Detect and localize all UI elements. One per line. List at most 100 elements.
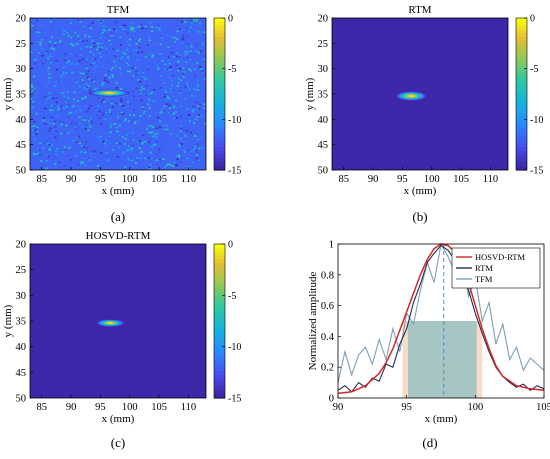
speckle	[111, 67, 114, 69]
speckle	[167, 99, 170, 102]
speckle	[101, 47, 104, 49]
speckle	[55, 59, 58, 62]
speckle	[32, 152, 35, 155]
speckle	[127, 101, 130, 103]
speckle	[80, 58, 83, 60]
speckle	[61, 104, 64, 106]
speckle	[37, 21, 40, 23]
speckle	[57, 34, 60, 37]
speckle	[112, 95, 115, 98]
speckle	[160, 36, 163, 39]
colorbar-segment	[214, 267, 225, 272]
speckle	[56, 114, 59, 117]
speckle	[91, 79, 94, 82]
speckle	[196, 83, 199, 86]
colorbar-frame	[213, 243, 226, 399]
colorbar-segment	[516, 18, 527, 23]
speckle	[175, 106, 178, 109]
speckle	[50, 47, 53, 50]
speckle	[129, 53, 133, 55]
speckle	[136, 120, 140, 123]
speckle	[33, 60, 36, 62]
speckle	[184, 151, 187, 154]
speckle	[156, 132, 159, 135]
colorbar-segment	[516, 143, 527, 148]
speckle	[144, 78, 147, 80]
speckle	[104, 118, 107, 121]
speckle	[48, 96, 51, 99]
speckle	[97, 42, 100, 45]
y-tick-label: 20	[318, 14, 329, 25]
speckle	[111, 75, 115, 78]
speckle	[196, 138, 199, 141]
speckle	[69, 121, 72, 123]
speckle	[148, 141, 151, 143]
colorbar-segment	[214, 347, 225, 353]
speckle	[113, 123, 117, 125]
speckle	[64, 53, 67, 55]
speckle	[100, 123, 103, 125]
speckle	[73, 91, 76, 94]
colorbar-segment	[214, 44, 225, 49]
speckle	[139, 23, 142, 26]
speckle	[180, 29, 184, 32]
speckle	[155, 136, 158, 138]
speckle	[46, 94, 49, 96]
speckle	[70, 111, 73, 114]
speckle	[107, 132, 111, 134]
speckle	[88, 78, 91, 80]
speckle	[143, 110, 146, 113]
speckle	[197, 51, 200, 54]
speckle	[115, 127, 119, 129]
y-tick-label: 45	[318, 140, 329, 151]
speckle	[44, 52, 48, 54]
speckle	[66, 96, 69, 99]
speckle	[131, 77, 134, 80]
speckle	[186, 157, 189, 159]
colorbar-segment	[214, 321, 225, 326]
speckle	[169, 66, 172, 68]
speckle	[195, 18, 198, 20]
colorbar-segment	[214, 247, 225, 253]
speckle	[63, 95, 66, 98]
speckle	[106, 27, 109, 30]
speckle	[105, 34, 108, 37]
speckle	[175, 117, 178, 119]
speckle	[65, 95, 68, 97]
speckle	[145, 85, 148, 87]
speckle	[49, 40, 52, 43]
speckle	[168, 97, 171, 99]
speckle	[124, 24, 127, 27]
speckle	[166, 164, 169, 166]
colorbar-tick-label: 0	[530, 14, 535, 25]
speckle	[154, 42, 157, 45]
colorbar: 0 -5 -10 -15	[213, 14, 241, 177]
speckle	[183, 125, 186, 127]
speckle	[150, 71, 153, 73]
speckle	[126, 149, 129, 152]
speckle	[85, 105, 88, 107]
speckle	[180, 115, 183, 118]
speckle	[57, 125, 60, 128]
speckle	[47, 57, 50, 60]
speckle	[85, 83, 88, 85]
speckle	[93, 71, 96, 74]
speckle	[119, 142, 122, 145]
speckle	[80, 163, 83, 165]
speckle	[38, 149, 41, 151]
speckle	[193, 18, 196, 20]
speckle	[192, 148, 195, 151]
speckle	[79, 72, 82, 75]
speckle	[65, 101, 68, 103]
colorbar-segment	[214, 78, 225, 84]
speckle	[198, 31, 201, 33]
x-tick-label: 105	[453, 174, 469, 185]
speckle	[118, 67, 121, 69]
speckle	[176, 137, 179, 140]
speckle	[138, 147, 142, 149]
speckle	[155, 127, 158, 130]
colorbar-segment	[516, 52, 527, 57]
speckle	[186, 56, 189, 59]
speckle	[195, 154, 198, 156]
speckle	[99, 36, 102, 39]
